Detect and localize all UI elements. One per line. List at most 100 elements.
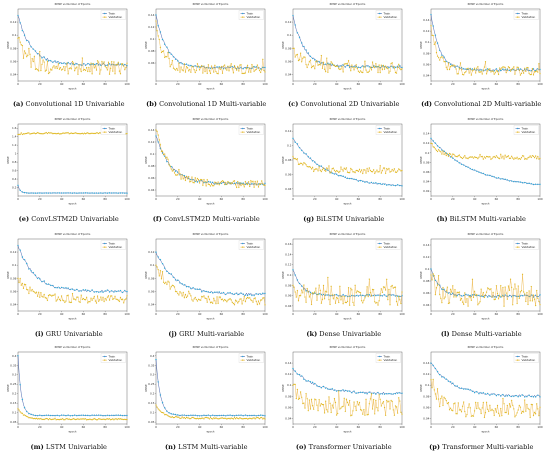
- validation-point: [71, 292, 74, 295]
- validation-point: [460, 297, 462, 300]
- validation-point: [366, 286, 368, 288]
- x-tick-label: 60: [219, 312, 223, 316]
- train-point: [213, 291, 216, 293]
- x-tick-label: 80: [241, 82, 245, 86]
- validation-point: [226, 65, 229, 67]
- validation-point: [392, 287, 394, 289]
- validation-point: [358, 291, 361, 293]
- validation-point: [481, 294, 483, 297]
- validation-point: [329, 67, 331, 70]
- train-point: [388, 66, 390, 69]
- validation-point: [432, 378, 434, 381]
- caption-letter: (g): [303, 215, 315, 223]
- validation-point: [202, 295, 205, 297]
- train-point: [490, 175, 493, 178]
- train-point: [386, 393, 388, 395]
- train-point: [74, 414, 76, 416]
- validation-point: [159, 269, 161, 272]
- y-tick-label: 0.4: [149, 354, 154, 358]
- validation-point: [43, 132, 45, 135]
- validation-point: [100, 418, 102, 420]
- train-point: [82, 289, 85, 291]
- series-line-train: [430, 362, 540, 398]
- validation-point: [339, 285, 341, 287]
- validation-point: [361, 300, 363, 302]
- validation-point: [362, 172, 364, 175]
- validation-point: [235, 69, 237, 71]
- x-tick-label: 100: [537, 425, 543, 429]
- validation-point: [236, 302, 238, 304]
- y-tick-label: 0.1: [287, 144, 292, 148]
- validation-point: [503, 411, 506, 414]
- chart-title: RMSE vs Number of Epochs: [192, 117, 228, 121]
- validation-point: [457, 73, 459, 75]
- validation-point: [444, 152, 446, 154]
- train-point: [121, 291, 124, 294]
- train-point: [536, 183, 538, 185]
- validation-point: [530, 156, 532, 159]
- validation-point: [184, 71, 186, 73]
- validation-point: [440, 153, 443, 155]
- validation-point: [317, 293, 319, 296]
- train-point: [340, 390, 342, 392]
- train-point: [357, 66, 360, 68]
- subfigure-caption: (b) Convolutional 1D Multi-variable: [142, 100, 272, 108]
- train-point: [106, 289, 109, 291]
- subfigure-g: RMSE vs Number of Epochs 0 20 40 60 80 100 0.04…: [279, 115, 409, 227]
- train-point: [309, 291, 312, 294]
- validation-point: [363, 299, 365, 301]
- x-tick-label: 40: [472, 312, 476, 316]
- validation-point: [430, 142, 433, 145]
- x-tick-label: 100: [399, 82, 405, 86]
- validation-point: [476, 158, 478, 160]
- x-tick-label: 80: [241, 425, 245, 429]
- legend-box: [375, 353, 401, 363]
- train-point: [320, 165, 323, 167]
- validation-point: [505, 156, 507, 158]
- train-point: [495, 296, 497, 298]
- chart-title: RMSE vs Number of Epochs: [55, 117, 91, 121]
- validation-point: [361, 169, 363, 171]
- validation-point: [29, 417, 31, 419]
- train-point: [390, 184, 392, 187]
- validation-point: [334, 401, 337, 404]
- train-point: [471, 68, 473, 70]
- y-tick-label: 0.2: [12, 186, 17, 190]
- legend-box: [100, 125, 126, 135]
- validation-point: [529, 416, 531, 419]
- validation-point: [190, 176, 193, 178]
- validation-point: [433, 146, 435, 148]
- validation-point: [201, 72, 203, 74]
- train-point: [296, 32, 299, 34]
- validation-point: [508, 66, 510, 69]
- validation-point: [394, 171, 397, 173]
- validation-point: [48, 132, 51, 134]
- validation-point: [57, 132, 59, 134]
- validation-point: [18, 36, 20, 39]
- train-point: [65, 287, 67, 289]
- validation-point: [50, 294, 52, 296]
- train-point: [316, 163, 318, 165]
- train-point: [318, 61, 320, 63]
- caption-letter: (c): [288, 100, 299, 108]
- validation-point: [485, 401, 487, 403]
- validation-point: [353, 304, 355, 306]
- x-tick-label: 100: [124, 82, 130, 86]
- chart-title: RMSE vs Number of Epochs: [55, 2, 91, 6]
- validation-point: [257, 67, 259, 69]
- train-point: [41, 57, 43, 59]
- y-tick-label: 0.1: [287, 273, 292, 277]
- train-point: [178, 62, 181, 64]
- validation-point: [228, 183, 231, 185]
- validation-point: [46, 132, 49, 135]
- validation-point: [500, 415, 502, 417]
- validation-point: [88, 132, 90, 135]
- validation-point: [111, 418, 113, 421]
- train-point: [58, 287, 61, 289]
- train-point: [353, 390, 355, 392]
- train-point: [100, 192, 102, 194]
- validation-point: [531, 404, 533, 406]
- validation-point: [330, 61, 332, 63]
